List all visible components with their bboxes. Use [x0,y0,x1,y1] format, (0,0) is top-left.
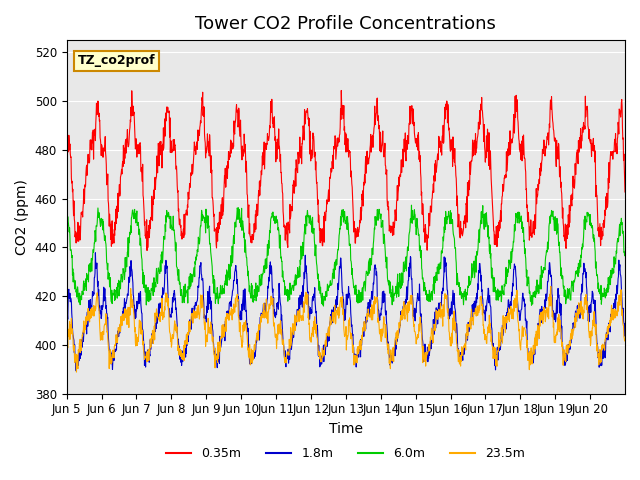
0.35m [63,154,70,159]
1.8m [92,250,99,256]
23.5m [614,308,622,314]
Title: Tower CO2 Profile Concentrations: Tower CO2 Profile Concentrations [195,15,496,33]
0.35m [332,136,339,142]
1.8m [621,321,629,327]
Y-axis label: CO2 (ppm): CO2 (ppm) [15,179,29,255]
6.0m [150,275,158,281]
X-axis label: Time: Time [329,422,363,436]
0.35m [321,218,329,224]
6.0m [614,239,622,244]
6.0m [63,224,70,229]
1.8m [478,287,486,293]
Line: 23.5m: 23.5m [67,287,625,372]
Line: 0.35m: 0.35m [67,90,625,251]
6.0m [621,252,629,258]
6.0m [478,211,486,217]
6.0m [321,297,329,303]
1.8m [614,274,622,279]
1.8m [72,368,80,373]
0.35m [150,188,158,194]
Legend: 0.35m, 1.8m, 6.0m, 23.5m: 0.35m, 1.8m, 6.0m, 23.5m [161,442,531,465]
0.35m [478,107,486,113]
Line: 1.8m: 1.8m [67,253,625,371]
0.35m [560,233,568,239]
0.35m [143,248,151,253]
1.8m [63,308,70,314]
6.0m [319,303,327,309]
1.8m [332,297,340,303]
23.5m [621,337,629,343]
23.5m [72,369,80,375]
1.8m [321,352,329,358]
Text: TZ_co2prof: TZ_co2prof [78,54,156,67]
6.0m [408,202,415,208]
Line: 6.0m: 6.0m [67,205,625,306]
23.5m [478,302,486,308]
23.5m [321,343,329,349]
6.0m [332,259,339,264]
1.8m [151,328,159,334]
0.35m [621,189,629,195]
23.5m [560,358,568,363]
23.5m [63,334,70,340]
0.35m [337,87,345,93]
1.8m [560,352,568,358]
6.0m [560,283,568,289]
23.5m [332,321,339,327]
23.5m [547,284,555,289]
23.5m [150,323,158,329]
0.35m [614,123,622,129]
